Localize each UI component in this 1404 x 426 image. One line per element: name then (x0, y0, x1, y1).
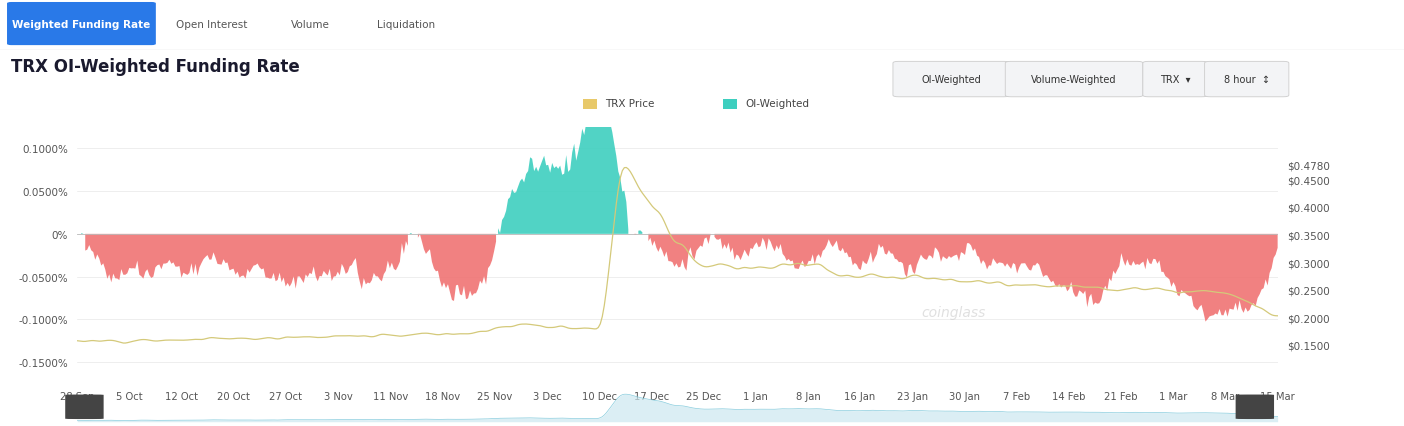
Text: Volume-Weighted: Volume-Weighted (1032, 75, 1116, 85)
Text: coinglass: coinglass (921, 305, 986, 319)
Text: OI-Weighted: OI-Weighted (921, 75, 981, 85)
Text: Open Interest: Open Interest (177, 20, 247, 30)
Text: Volume: Volume (291, 20, 330, 30)
Text: TRX Price: TRX Price (605, 98, 654, 109)
FancyBboxPatch shape (1236, 394, 1273, 419)
Text: OI-Weighted: OI-Weighted (746, 98, 810, 109)
Text: Liquidation: Liquidation (376, 20, 435, 30)
Text: TRX  ▾: TRX ▾ (1160, 75, 1191, 85)
Text: 8 hour  ↕: 8 hour ↕ (1224, 75, 1269, 85)
Text: Weighted Funding Rate: Weighted Funding Rate (13, 20, 150, 30)
Text: TRX OI-Weighted Funding Rate: TRX OI-Weighted Funding Rate (11, 58, 300, 75)
FancyBboxPatch shape (65, 394, 104, 419)
